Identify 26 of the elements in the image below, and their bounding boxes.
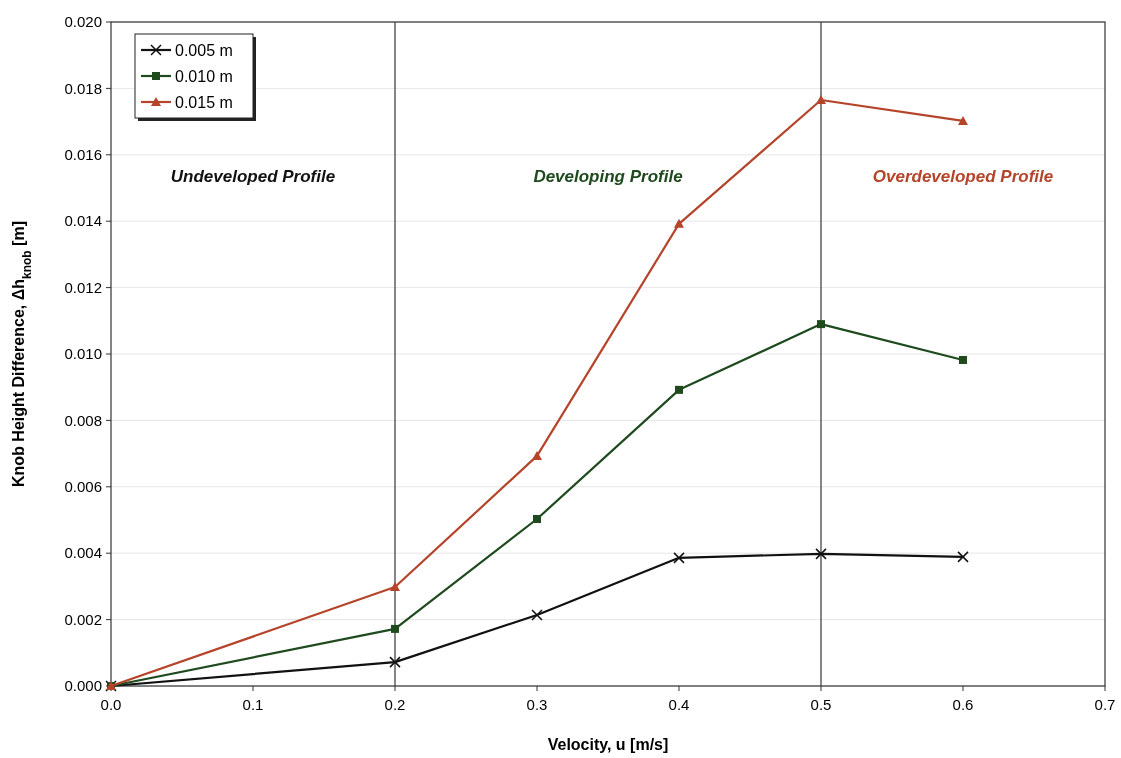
x-tick-label: 0.1	[242, 696, 264, 713]
x-axis-title: Velocity, u [m/s]	[547, 736, 669, 753]
y-tick-label: 0.006	[64, 478, 102, 496]
y-tick-label: 0.020	[64, 13, 102, 31]
legend-label: 0.015 m	[175, 93, 233, 111]
x-tick-label: 0.4	[668, 696, 690, 713]
legend-label: 0.010 m	[175, 67, 233, 85]
annotation: Undeveloped Profile	[170, 167, 336, 186]
y-tick-label: 0.018	[64, 79, 102, 97]
annotation: Developing Profile	[533, 167, 683, 186]
x-tick-label: 0.3	[526, 696, 548, 713]
y-tick-label: 0.000	[64, 677, 102, 695]
x-tick-label: 0.5	[810, 696, 832, 713]
legend-label: 0.005 m	[175, 41, 233, 59]
x-tick-label: 0.6	[952, 696, 974, 713]
x-tick-label: 0.7	[1094, 696, 1116, 713]
y-tick-label: 0.010	[64, 345, 102, 363]
y-tick-label: 0.008	[64, 411, 102, 429]
y-tick-label: 0.016	[64, 146, 102, 164]
x-tick-label: 0.2	[384, 696, 406, 713]
x-tick-label: 0.0	[100, 696, 122, 713]
y-tick-label: 0.012	[64, 278, 102, 296]
y-tick-label: 0.002	[64, 610, 102, 628]
annotation: Overdeveloped Profile	[872, 167, 1054, 186]
y-tick-label: 0.014	[64, 212, 102, 230]
y-tick-label: 0.004	[64, 544, 102, 562]
